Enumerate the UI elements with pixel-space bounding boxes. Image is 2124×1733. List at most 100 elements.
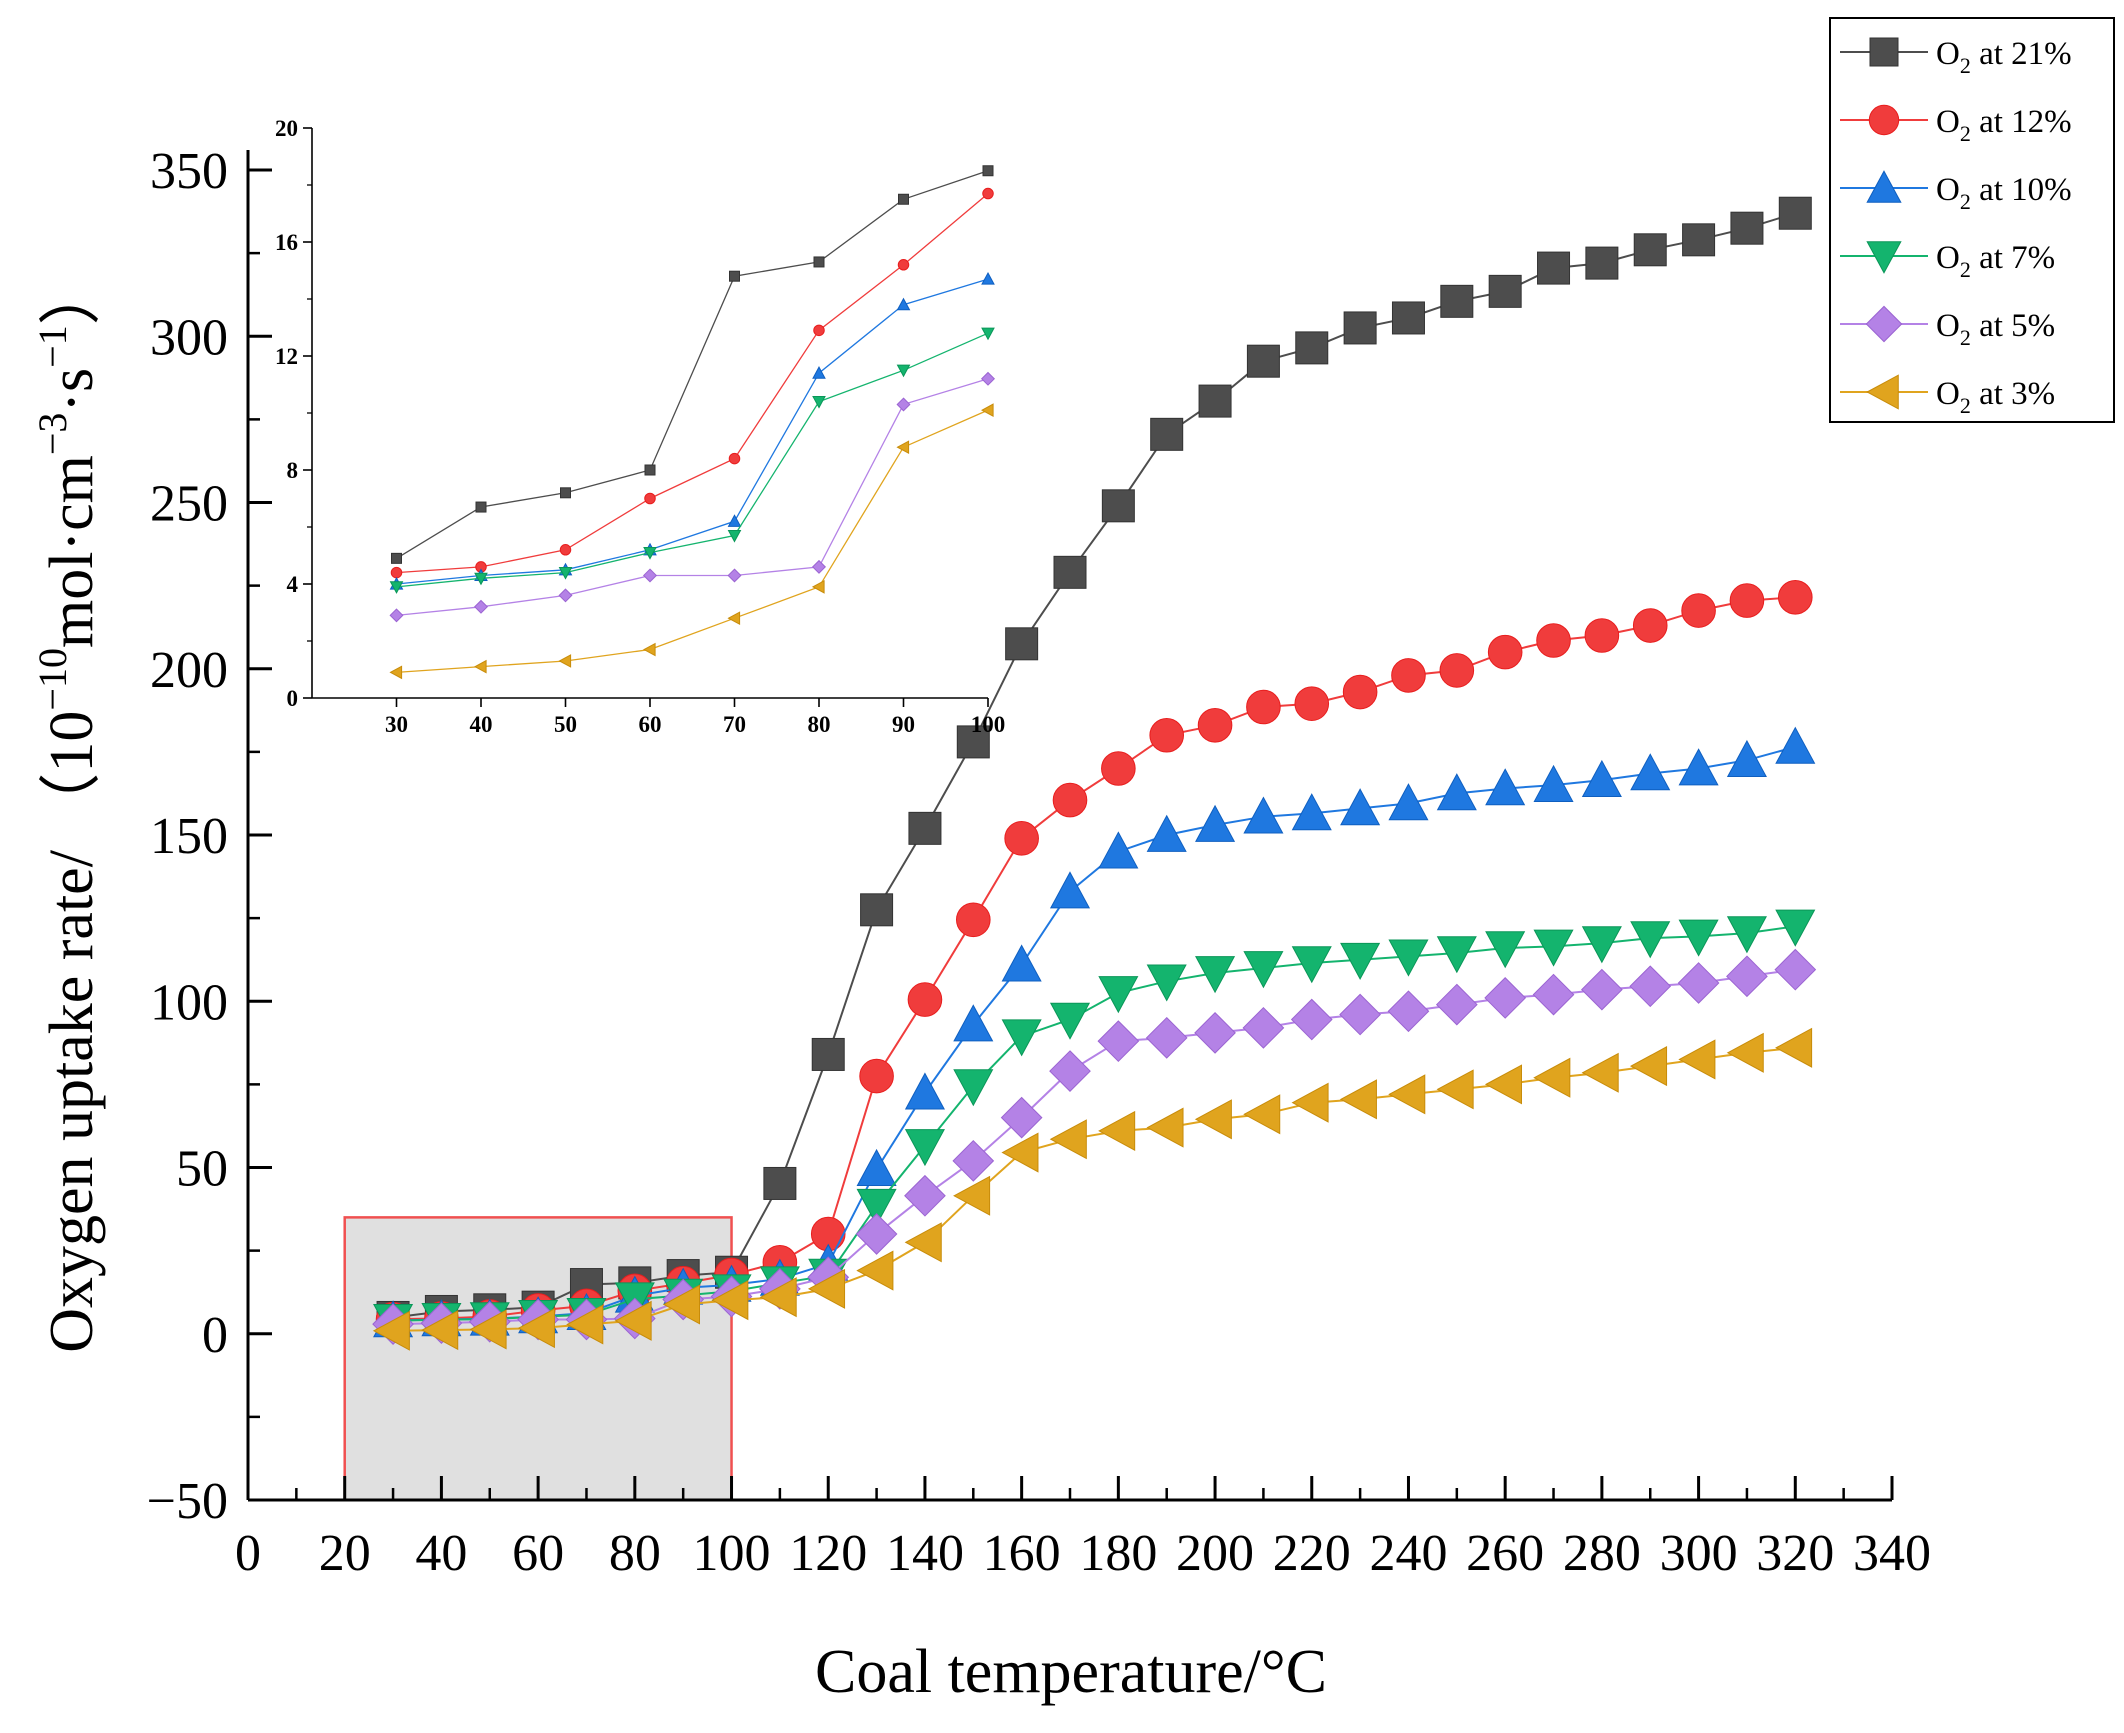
inset-series-line — [396, 170, 989, 559]
inset-series-line — [396, 378, 989, 617]
data-point — [1246, 689, 1281, 725]
data-point — [1585, 246, 1619, 280]
data-point — [856, 1188, 897, 1226]
inset-data-point — [813, 256, 825, 268]
inset-data-point — [981, 271, 995, 285]
x-tick-label: 100 — [693, 1525, 771, 1582]
inset-x-tick-label: 70 — [723, 712, 746, 737]
y-title-mid1: mol·cm — [38, 455, 106, 648]
data-point — [1436, 936, 1477, 974]
data-point — [1391, 658, 1426, 693]
data-point — [1440, 284, 1474, 318]
data-point — [1342, 674, 1378, 710]
y-tick-label: 50 — [176, 1141, 228, 1198]
data-point — [1777, 579, 1813, 615]
legend-label-suffix: at 7% — [1971, 240, 2055, 276]
x-tick-label: 80 — [609, 1525, 661, 1582]
legend-item-2: O2 at 12% — [1840, 104, 2072, 146]
x-tick-label: 280 — [1563, 1525, 1641, 1582]
inset-x-tick-label: 40 — [470, 712, 493, 737]
legend-label-prefix: O — [1936, 104, 1960, 140]
legend-label: O2 at 10% — [1936, 172, 2072, 214]
data-point — [1340, 942, 1381, 980]
data-point — [1391, 301, 1425, 335]
inset-series-6 — [389, 403, 994, 680]
data-point — [1681, 593, 1716, 628]
data-point — [1198, 384, 1232, 418]
data-point — [1729, 583, 1765, 618]
x-tick-label: 20 — [319, 1525, 371, 1582]
x-tick-label: 220 — [1273, 1525, 1351, 1582]
inset-data-point — [644, 464, 656, 476]
inset-data-point — [811, 580, 825, 594]
data-point — [1049, 1119, 1087, 1160]
x-tick-label: 0 — [235, 1525, 261, 1582]
data-point — [1291, 793, 1332, 831]
series-6 — [372, 1027, 1813, 1351]
data-point — [1678, 1039, 1716, 1080]
legend-item-6: O2 at 3% — [1840, 374, 2055, 418]
inset-y-tick-label: 20 — [275, 116, 298, 141]
inset-x-tick-label: 100 — [971, 712, 1006, 737]
data-point — [1388, 783, 1429, 821]
data-point — [469, 1309, 507, 1350]
data-point — [1730, 211, 1764, 245]
data-point — [1726, 739, 1767, 778]
data-point — [1388, 1074, 1426, 1115]
data-point — [904, 1129, 945, 1167]
inset-data-point — [560, 487, 571, 499]
inset-x-tick-label: 90 — [892, 712, 915, 737]
y-tick-label: 350 — [150, 143, 228, 200]
data-point — [1098, 1110, 1136, 1151]
data-point — [1291, 1082, 1329, 1123]
y-title-exp1: −10 — [30, 648, 75, 711]
main-axes: 0 20 40 60 80 100 120 140 160 180 200 220 240 260 280 3… — [147, 143, 1931, 1582]
data-point — [372, 1310, 410, 1351]
data-point — [1340, 788, 1381, 826]
data-point — [1488, 274, 1522, 308]
data-point — [1387, 990, 1430, 1033]
data-point — [1146, 1107, 1184, 1148]
data-point — [1436, 1069, 1474, 1110]
data-point — [1581, 968, 1623, 1011]
inset-data-point — [896, 397, 911, 412]
inset-data-point — [727, 529, 742, 543]
data-point — [1146, 964, 1187, 1002]
legend-label-suffix: at 10% — [1971, 172, 2072, 208]
data-point — [1484, 977, 1527, 1019]
data-point — [1533, 764, 1574, 802]
data-point — [1439, 653, 1475, 688]
inset-data-point — [559, 544, 572, 556]
inset-data-point — [389, 608, 404, 623]
main-plot: 0 20 40 60 80 100 120 140 160 180 200 220 240 260 280 3… — [147, 143, 1931, 1582]
data-point — [1294, 686, 1330, 721]
y-tick-label: 200 — [150, 642, 228, 699]
data-point — [1343, 311, 1377, 345]
legend-label: O2 at 3% — [1936, 376, 2055, 418]
data-point — [566, 1304, 604, 1345]
legend-label: O2 at 21% — [1936, 36, 2072, 78]
legend-label-prefix: O — [1936, 308, 1960, 344]
legend-label-suffix: at 21% — [1971, 36, 2072, 72]
data-point — [1487, 634, 1523, 670]
data-point — [1726, 1032, 1764, 1073]
inset-data-point — [897, 259, 910, 271]
data-point — [1001, 1132, 1039, 1173]
data-point — [856, 1148, 897, 1186]
inset-series-2 — [390, 187, 994, 579]
data-point — [1194, 1011, 1236, 1054]
data-point — [907, 982, 943, 1017]
x-tick-label: 260 — [1466, 1525, 1544, 1582]
data-point — [1775, 726, 1816, 764]
legend-label: O2 at 12% — [1936, 104, 2072, 146]
x-tick-label: 300 — [1660, 1525, 1738, 1582]
data-point — [1197, 707, 1233, 743]
data-point — [1633, 233, 1667, 267]
data-point — [956, 725, 990, 759]
inset-data-point — [474, 572, 488, 586]
data-point — [807, 1268, 846, 1309]
legend-label-subscript: 2 — [1960, 393, 1971, 418]
inset-data-point — [980, 403, 994, 417]
x-tick-label: 320 — [1756, 1525, 1834, 1582]
